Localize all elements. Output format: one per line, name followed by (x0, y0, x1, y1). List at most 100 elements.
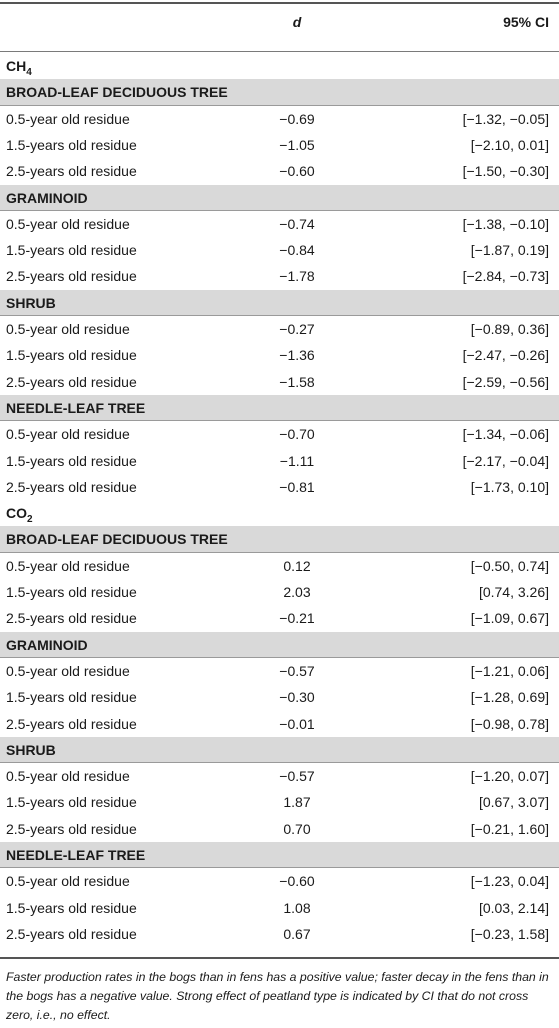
gas-name: CH (6, 58, 27, 74)
row-label: 0.5-year old residue (6, 768, 130, 785)
group-heading: SHRUB (0, 736, 559, 763)
gas-subscript: 2 (27, 513, 33, 525)
bottom-rule (0, 957, 559, 959)
row-d-value: −0.81 (279, 478, 315, 495)
row-d-value: −1.36 (279, 347, 315, 364)
row-d-value: −0.69 (279, 110, 315, 127)
row-label: 0.5-year old residue (6, 426, 130, 443)
group-divider (0, 551, 559, 553)
row-d-value: −0.01 (279, 715, 315, 732)
row-d-value: −0.57 (279, 768, 315, 785)
row-label: 0.5-year old residue (6, 321, 130, 337)
group-divider (0, 209, 559, 211)
gas-name: CO (6, 505, 27, 522)
row-d-value: −0.30 (279, 689, 315, 706)
row-label: 1.5-years old residue (6, 899, 137, 916)
table-row: 0.5-year old residue −0.57 [−1.21, 0.06] (0, 658, 559, 684)
row-label: 2.5-years old residue (6, 610, 137, 627)
row-d-value: 0.70 (283, 820, 311, 837)
row-d-value: −1.78 (279, 268, 315, 285)
row-label: 1.5-years old residue (6, 689, 137, 706)
table-row: 0.5-year old residue −0.27 [−0.89, 0.36] (0, 316, 559, 342)
group-divider (0, 104, 559, 106)
table-row: 0.5-year old residue −0.74 [−1.38, −0.10] (0, 211, 559, 237)
group-heading: BROAD-LEAF DECIDUOUS TREE (0, 79, 559, 106)
group-divider (0, 420, 559, 422)
row-label: 2.5-years old residue (6, 820, 137, 837)
header-rule (0, 51, 559, 52)
table-row: 0.5-year old residue 0.12 [−0.50, 0.74] (0, 553, 559, 579)
group-divider (0, 315, 559, 316)
group-heading-label: GRAMINOID (6, 189, 88, 206)
row-d-value: −0.84 (279, 242, 315, 259)
table-row: 2.5-years old residue 0.70 [−0.21, 1.60] (0, 816, 559, 842)
row-d-value: −0.74 (279, 215, 315, 232)
row-d-value: −0.60 (279, 163, 315, 180)
table-row: 1.5-years old residue −0.84 [−1.87, 0.19] (0, 237, 559, 263)
row-label: 2.5-years old residue (6, 925, 137, 942)
row-d-value: 2.03 (283, 584, 311, 600)
row-d-value: −1.11 (279, 452, 315, 469)
table-row: 2.5-years old residue −1.78 [−2.84, −0.73] (0, 263, 559, 289)
row-ci-value: [−1.09, 0.67] (470, 610, 549, 627)
group-heading-label: NEEDLE-LEAF TREE (6, 399, 146, 416)
row-ci-value: [−0.50, 0.74] (470, 557, 549, 574)
row-ci-value: [−1.87, 0.19] (470, 242, 549, 259)
table-footnote: Faster production rates in the bogs than… (6, 970, 549, 1022)
table-row: 0.5-year old residue −0.60 [−1.23, 0.04] (0, 868, 559, 894)
group-heading: NEEDLE-LEAF TREE (0, 394, 559, 421)
row-label: 2.5-years old residue (6, 478, 137, 495)
column-header-ci: 95% CI (503, 14, 549, 30)
group-divider (0, 656, 559, 658)
row-label: 1.5-years old residue (6, 452, 137, 469)
group-heading-label: SHRUB (6, 294, 56, 311)
table-row: 1.5-years old residue 1.08 [0.03, 2.14] (0, 895, 559, 921)
row-label: 0.5-year old residue (6, 557, 130, 574)
group-divider (0, 867, 559, 869)
table-row: 1.5-years old residue 1.87 [0.67, 3.07] (0, 789, 559, 815)
gas-heading: CH4 (0, 53, 559, 79)
group-heading-label: GRAMINOID (6, 636, 88, 653)
row-ci-value: [−2.84, −0.73] (462, 268, 549, 285)
table-row: 2.5-years old residue −0.60 [−1.50, −0.30] (0, 158, 559, 184)
table-row: 1.5-years old residue −1.36 [−2.47, −0.26] (0, 342, 559, 368)
gas-heading: CO2 (0, 500, 559, 526)
row-label: 1.5-years old residue (6, 794, 137, 811)
group-heading-label: BROAD-LEAF DECIDUOUS TREE (6, 84, 228, 101)
row-label: 1.5-years old residue (6, 136, 137, 153)
row-ci-value: [−0.89, 0.36] (470, 321, 549, 337)
table-row: 2.5-years old residue −0.81 [−1.73, 0.10] (0, 474, 559, 500)
row-ci-value: [−0.21, 1.60] (470, 820, 549, 837)
table-row: 2.5-years old residue −1.58 [−2.59, −0.56] (0, 369, 559, 395)
table-row: 1.5-years old residue 2.03 [0.74, 3.26] (0, 579, 559, 605)
gas-heading-label: CH4 (6, 53, 32, 86)
row-ci-value: [−1.28, 0.69] (470, 689, 549, 706)
row-d-value: −0.60 (279, 873, 315, 890)
table-row: 2.5-years old residue 0.67 [−0.23, 1.58] (0, 921, 559, 947)
row-label: 1.5-years old residue (6, 347, 137, 364)
table-row: 0.5-year old residue −0.70 [−1.34, −0.06] (0, 421, 559, 447)
table-row: 2.5-years old residue −0.21 [−1.09, 0.67] (0, 605, 559, 631)
group-heading: GRAMINOID (0, 631, 559, 658)
row-ci-value: [−2.17, −0.04] (462, 452, 549, 469)
row-label: 2.5-years old residue (6, 715, 137, 732)
row-ci-value: [−1.50, −0.30] (462, 163, 549, 180)
row-label: 0.5-year old residue (6, 662, 130, 679)
group-heading-label: BROAD-LEAF DECIDUOUS TREE (6, 531, 228, 548)
row-d-value: −0.21 (279, 610, 315, 627)
table-row: 1.5-years old residue −1.05 [−2.10, 0.01] (0, 132, 559, 158)
row-ci-value: [−0.98, 0.78] (470, 715, 549, 732)
row-label: 1.5-years old residue (6, 584, 137, 600)
table-row: 1.5-years old residue −0.30 [−1.28, 0.69] (0, 684, 559, 710)
row-label: 0.5-year old residue (6, 215, 130, 232)
row-label: 1.5-years old residue (6, 242, 137, 259)
row-d-value: 0.12 (283, 557, 311, 574)
row-d-value: −1.58 (279, 373, 315, 390)
group-divider (0, 762, 559, 764)
row-d-value: −0.27 (279, 321, 315, 337)
row-ci-value: [−1.20, 0.07] (470, 768, 549, 785)
row-d-value: 0.67 (283, 925, 311, 942)
group-heading: SHRUB (0, 289, 559, 316)
table-row: 1.5-years old residue −1.11 [−2.17, −0.04] (0, 448, 559, 474)
